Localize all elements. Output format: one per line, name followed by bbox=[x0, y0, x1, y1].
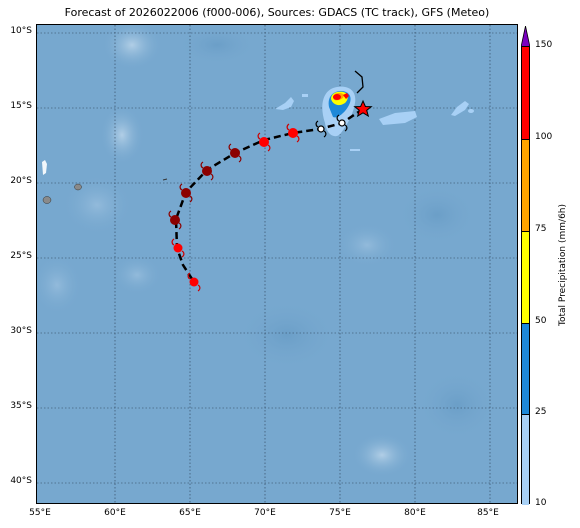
map-title: Forecast of 2026022006 (f000-006), Sourc… bbox=[64, 6, 490, 19]
lon-label: 65°E bbox=[179, 508, 201, 518]
precipitation-storm bbox=[322, 86, 356, 137]
colorbar-segment bbox=[522, 323, 529, 414]
lat-label: 30°S bbox=[10, 326, 32, 336]
lon-label: 55°E bbox=[29, 508, 51, 518]
precipitation-light bbox=[275, 94, 474, 151]
colorbar-tick: 10 bbox=[535, 498, 547, 508]
colorbar-extend-arrow bbox=[521, 26, 530, 47]
islands bbox=[42, 160, 168, 204]
colorbar-tick: 150 bbox=[535, 40, 553, 50]
lat-label: 35°S bbox=[10, 401, 32, 411]
lon-label: 85°E bbox=[477, 508, 499, 518]
lat-label: 25°S bbox=[10, 251, 32, 261]
lat-label: 20°S bbox=[10, 176, 32, 186]
lat-label: 15°S bbox=[10, 101, 32, 111]
lon-label: 70°E bbox=[254, 508, 276, 518]
graticule bbox=[37, 25, 517, 503]
colorbar-tick: 50 bbox=[535, 316, 547, 326]
lon-label: 60°E bbox=[104, 508, 126, 518]
map-canvas bbox=[37, 25, 517, 503]
colorbar-tick: 100 bbox=[535, 132, 553, 142]
colorbar bbox=[521, 46, 530, 505]
map-panel bbox=[36, 24, 518, 504]
cloud-texture bbox=[37, 25, 497, 477]
lon-label: 80°E bbox=[404, 508, 426, 518]
lat-label: 10°S bbox=[10, 26, 32, 36]
lon-label: 75°E bbox=[329, 508, 351, 518]
colorbar-label: Total Precipitation (mm/6h) bbox=[558, 203, 568, 327]
colorbar-segment bbox=[522, 139, 529, 231]
colorbar-segment bbox=[522, 231, 529, 323]
colorbar-tick: 75 bbox=[535, 224, 547, 234]
colorbar-segment bbox=[522, 414, 529, 505]
tropical-cyclone-icon bbox=[168, 114, 348, 292]
colorbar-tick: 25 bbox=[535, 407, 547, 417]
colorbar-segment bbox=[522, 47, 529, 139]
lat-label: 40°S bbox=[10, 476, 32, 486]
red-star-icon bbox=[353, 99, 373, 118]
